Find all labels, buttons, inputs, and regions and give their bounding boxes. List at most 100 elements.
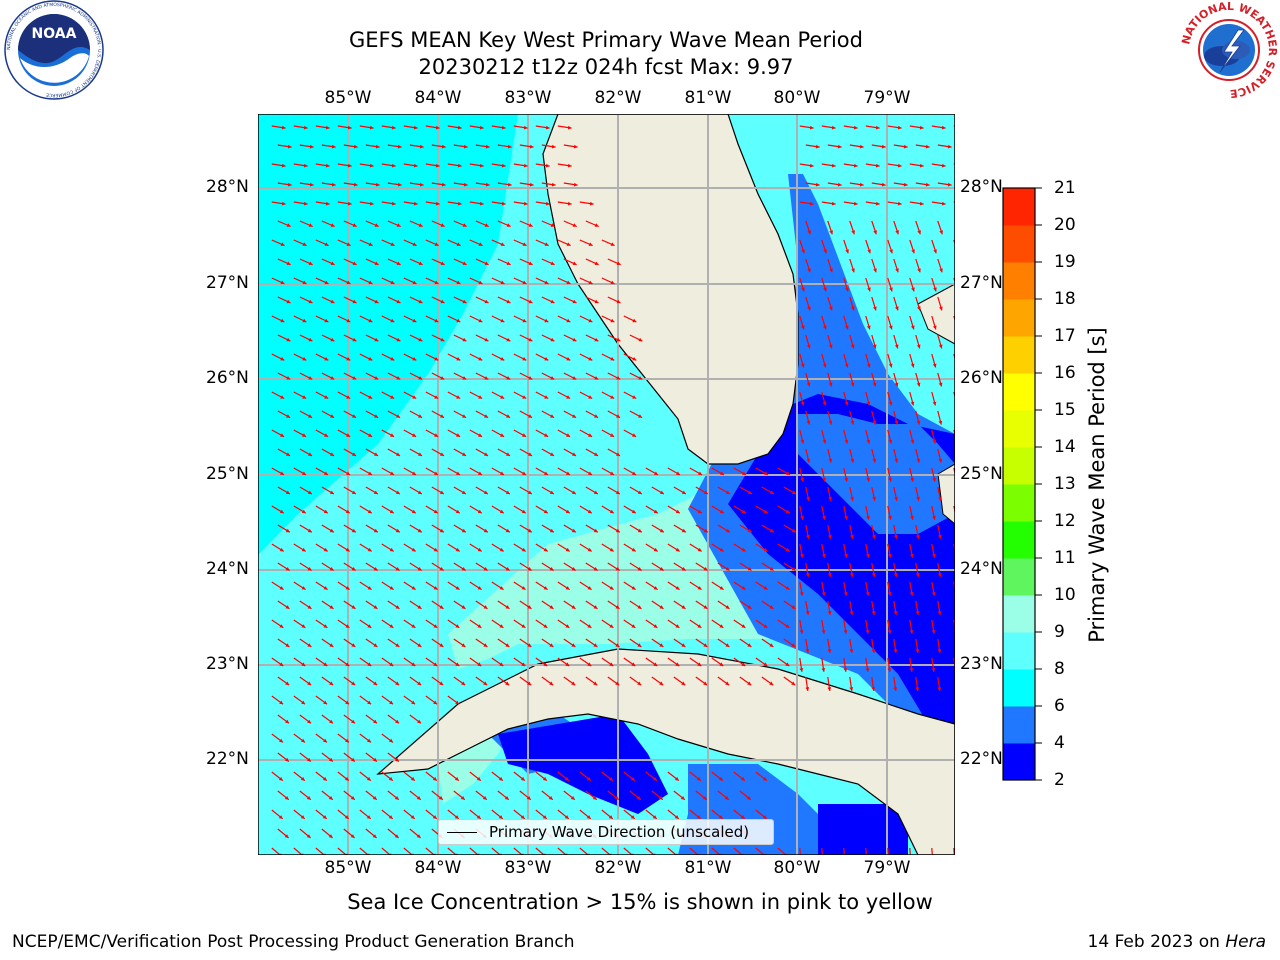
colorbar-cell [1003, 521, 1035, 559]
wave-direction-arrowhead [910, 515, 914, 520]
wave-direction-arrowhead [703, 681, 708, 686]
wave-direction-arrowhead [769, 567, 774, 571]
wave-direction-arrowhead [632, 395, 637, 399]
wave-direction-arrowhead [615, 605, 620, 609]
wave-direction-arrowhead [522, 318, 527, 323]
wave-direction-arrowhead [831, 201, 836, 206]
wave-direction-arrowhead [284, 796, 289, 800]
wave-direction-arrowhead [351, 528, 356, 533]
wave-direction-arrowhead [279, 624, 284, 628]
colorbar-tick-label: 2 [1054, 770, 1065, 790]
wave-direction-arrowhead [572, 452, 576, 456]
wave-direction-arrowhead [888, 477, 892, 482]
wave-direction-arrowhead [587, 586, 592, 590]
wave-direction-arrowhead [522, 280, 527, 285]
wave-direction-arrowhead [593, 681, 598, 686]
wave-direction-arrowhead [505, 528, 510, 533]
wave-direction-arrowhead [397, 144, 402, 149]
wave-direction-arrowhead [345, 547, 350, 552]
wave-direction-arrowhead [366, 815, 371, 819]
lon-label-bottom-85w: 85°W [324, 858, 372, 878]
wave-direction-arrowhead [368, 242, 373, 246]
wave-direction-arrowhead [308, 414, 313, 418]
wave-direction-arrowhead [507, 182, 512, 187]
wave-direction-arrow [733, 847, 744, 855]
wave-direction-arrowhead [353, 144, 358, 149]
wave-direction-arrowhead [346, 280, 351, 285]
wave-direction-arrowhead [302, 471, 306, 475]
wave-direction-arrowhead [484, 261, 489, 265]
wave-direction-arrowhead [747, 528, 752, 533]
wave-direction-arrowhead [917, 306, 921, 311]
colorbar-tick-label: 13 [1054, 474, 1076, 494]
wave-direction-arrowhead [369, 125, 374, 130]
wave-direction-arrowhead [799, 668, 804, 672]
wave-direction-arrowhead [280, 471, 284, 475]
wave-direction-arrowhead [867, 249, 871, 254]
wave-direction-arrowhead [800, 553, 804, 558]
wave-direction-arrowhead [587, 509, 592, 514]
wave-direction-arrow [315, 847, 326, 855]
wave-direction-arrowhead [372, 834, 377, 838]
wave-direction-arrowhead [396, 376, 401, 380]
wave-direction-arrowhead [631, 624, 636, 628]
wave-direction-arrowhead [881, 182, 886, 187]
wave-direction-arrowhead [303, 125, 308, 130]
wave-direction-arrowhead [697, 662, 702, 666]
wave-direction-arrowhead [746, 796, 751, 800]
wave-direction-arrowhead [903, 144, 908, 149]
wave-direction-arrowhead [434, 318, 439, 323]
wave-direction-arrowhead [919, 201, 924, 206]
wave-direction-arrowhead [844, 439, 849, 444]
wave-direction-arrowhead [827, 649, 832, 653]
wave-direction-arrowhead [300, 776, 305, 781]
wave-direction-arrowhead [588, 242, 593, 246]
wave-direction-arrowhead [329, 605, 334, 609]
wave-direction-arrowhead [866, 401, 871, 406]
wave-direction-arrowhead [413, 163, 418, 168]
wave-direction-arrowhead [367, 509, 372, 514]
wave-direction-arrowhead [373, 605, 378, 609]
wave-direction-arrowhead [506, 414, 511, 418]
wave-direction-arrowhead [785, 586, 790, 590]
wave-direction-arrowhead [499, 509, 504, 514]
wave-direction-arrowhead [543, 586, 548, 590]
wave-direction-arrowhead [324, 357, 329, 361]
wave-direction-arrowhead [440, 337, 445, 342]
wave-direction-arrowhead [910, 439, 915, 444]
wave-direction-arrowhead [615, 490, 620, 494]
wave-direction-arrowhead [659, 605, 664, 609]
wave-direction-arrowhead [764, 471, 768, 475]
wave-direction-arrowhead [873, 230, 877, 235]
wave-direction-arrowhead [567, 163, 572, 168]
wave-direction-arrowhead [632, 471, 636, 475]
wave-direction-arrowhead [375, 182, 380, 187]
wave-direction-arrowhead [440, 223, 445, 227]
wave-direction-arrowhead [932, 325, 937, 330]
wave-direction-arrowhead [506, 376, 511, 380]
wave-direction-arrowhead [829, 268, 833, 273]
wave-direction-arrowhead [791, 528, 796, 533]
wave-direction-arrowhead [329, 490, 334, 494]
wave-direction-arrowhead [410, 815, 415, 819]
wave-direction-arrowhead [308, 261, 313, 265]
wave-direction-arrowhead [815, 144, 820, 149]
wave-direction-arrowhead [866, 477, 870, 482]
wave-direction-arrowhead [483, 681, 488, 686]
wave-direction-arrowhead [571, 643, 576, 647]
lat-label-left-25n: 25°N [206, 464, 249, 484]
wave-direction-arrowhead [484, 376, 489, 380]
wave-direction-arrowhead [675, 662, 680, 666]
wave-direction-arrowhead [822, 553, 826, 558]
wave-direction-arrowhead [725, 605, 730, 609]
wave-direction-arrowhead [564, 776, 569, 781]
wave-direction-arrowhead [659, 490, 664, 494]
wave-direction-arrowhead [550, 376, 555, 380]
lon-label-bottom-79w: 79°W [863, 858, 911, 878]
wave-direction-arrowhead [412, 395, 417, 399]
wave-direction-arrowhead [499, 662, 504, 666]
wave-direction-arrowhead [925, 182, 930, 187]
wave-direction-arrowhead [938, 458, 943, 463]
wave-direction-arrowhead [287, 144, 292, 149]
wave-direction-arrowhead [674, 776, 679, 781]
